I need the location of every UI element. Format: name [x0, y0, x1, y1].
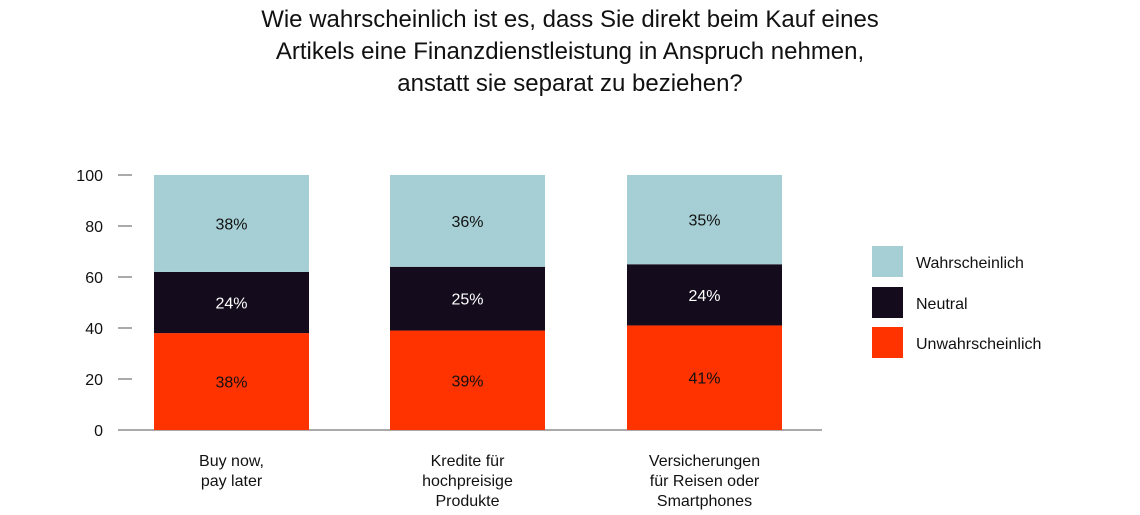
category-label-2: Kredite für hochpreisige Produkte [422, 453, 513, 510]
y-tick-label-40: 40 [85, 321, 103, 338]
data-label-unwahrscheinlich-2: 39% [451, 373, 483, 390]
bar-segment-wahrscheinlich-1 [154, 175, 309, 272]
data-label-neutral-2: 25% [451, 292, 483, 309]
bar-segment-neutral-2 [390, 266, 545, 331]
bar-segment-unwahrscheinlich-1 [154, 333, 309, 430]
data-label-wahrscheinlich-2: 36% [451, 214, 483, 231]
legend-label-neutral: Neutral [916, 296, 968, 313]
bar-segment-neutral-1 [154, 271, 309, 334]
y-tick-label-20: 20 [85, 372, 103, 389]
legend-swatch-unwahrscheinlich [872, 327, 903, 358]
legend-label-wahrscheinlich: Wahrscheinlich [916, 255, 1024, 272]
legend: Wahrscheinlich Neutral Unwahrscheinlich [872, 246, 1041, 358]
chart-title-line-3: anstatt sie separat zu beziehen? [397, 70, 743, 97]
data-label-unwahrscheinlich-1: 38% [215, 375, 247, 392]
bar-segment-wahrscheinlich-3 [627, 175, 782, 265]
category-labels: Buy now, pay later Kredite für hochpreisige… [199, 453, 760, 510]
bars: 38% 24% 38% 39% 25% 36% 41% 24% 35% [154, 175, 782, 430]
bar-segment-unwahrscheinlich-3 [627, 325, 782, 430]
chart-title-line-1: Wie wahrscheinlich ist es, dass Sie dire… [261, 6, 879, 33]
category-label-1: Buy now, pay later [199, 453, 264, 490]
y-tick-label-80: 80 [85, 219, 103, 236]
legend-swatch-neutral [872, 287, 903, 318]
legend-label-unwahrscheinlich: Unwahrscheinlich [916, 336, 1041, 353]
chart-title: Wie wahrscheinlich ist es, dass Sie dire… [170, 4, 970, 100]
bar-segment-unwahrscheinlich-2 [390, 330, 545, 430]
data-label-wahrscheinlich-1: 38% [215, 216, 247, 233]
bar-segment-wahrscheinlich-2 [390, 175, 545, 267]
y-tick-label-100: 100 [76, 168, 103, 185]
category-label-3: Versicherungen für Reisen oder Smartphones [649, 453, 760, 510]
data-label-neutral-3: 24% [688, 288, 720, 305]
y-tick-label-0: 0 [94, 423, 103, 440]
bar-segment-neutral-3 [627, 264, 782, 326]
legend-swatch-wahrscheinlich [872, 246, 903, 277]
data-label-neutral-1: 24% [215, 296, 247, 313]
data-label-unwahrscheinlich-3: 41% [688, 371, 720, 388]
chart-title-line-2: Artikels eine Finanzdienstleistung in An… [275, 38, 865, 65]
data-label-wahrscheinlich-3: 35% [688, 213, 720, 230]
y-tick-label-60: 60 [85, 270, 103, 287]
